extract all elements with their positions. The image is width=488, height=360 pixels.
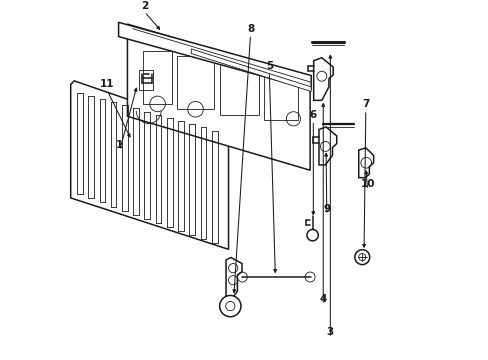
Polygon shape [177, 56, 214, 109]
Text: 8: 8 [246, 24, 254, 34]
Text: 6: 6 [309, 110, 316, 120]
Circle shape [219, 296, 241, 317]
Polygon shape [71, 81, 228, 249]
Polygon shape [219, 63, 258, 114]
Text: 5: 5 [265, 61, 272, 71]
Text: 3: 3 [326, 327, 333, 337]
Polygon shape [318, 127, 336, 165]
Circle shape [354, 250, 369, 265]
Text: 9: 9 [323, 204, 330, 214]
Text: 11: 11 [100, 79, 114, 89]
Polygon shape [225, 257, 242, 298]
Polygon shape [313, 58, 332, 100]
Polygon shape [264, 74, 297, 120]
Text: 4: 4 [319, 294, 326, 304]
Circle shape [306, 229, 318, 241]
Polygon shape [191, 49, 310, 91]
Polygon shape [358, 148, 373, 178]
Polygon shape [143, 51, 171, 104]
Polygon shape [118, 22, 310, 90]
Text: 1: 1 [116, 140, 123, 150]
Polygon shape [127, 24, 309, 170]
Text: 7: 7 [362, 99, 369, 109]
Text: 2: 2 [141, 1, 148, 11]
Text: 10: 10 [360, 179, 374, 189]
